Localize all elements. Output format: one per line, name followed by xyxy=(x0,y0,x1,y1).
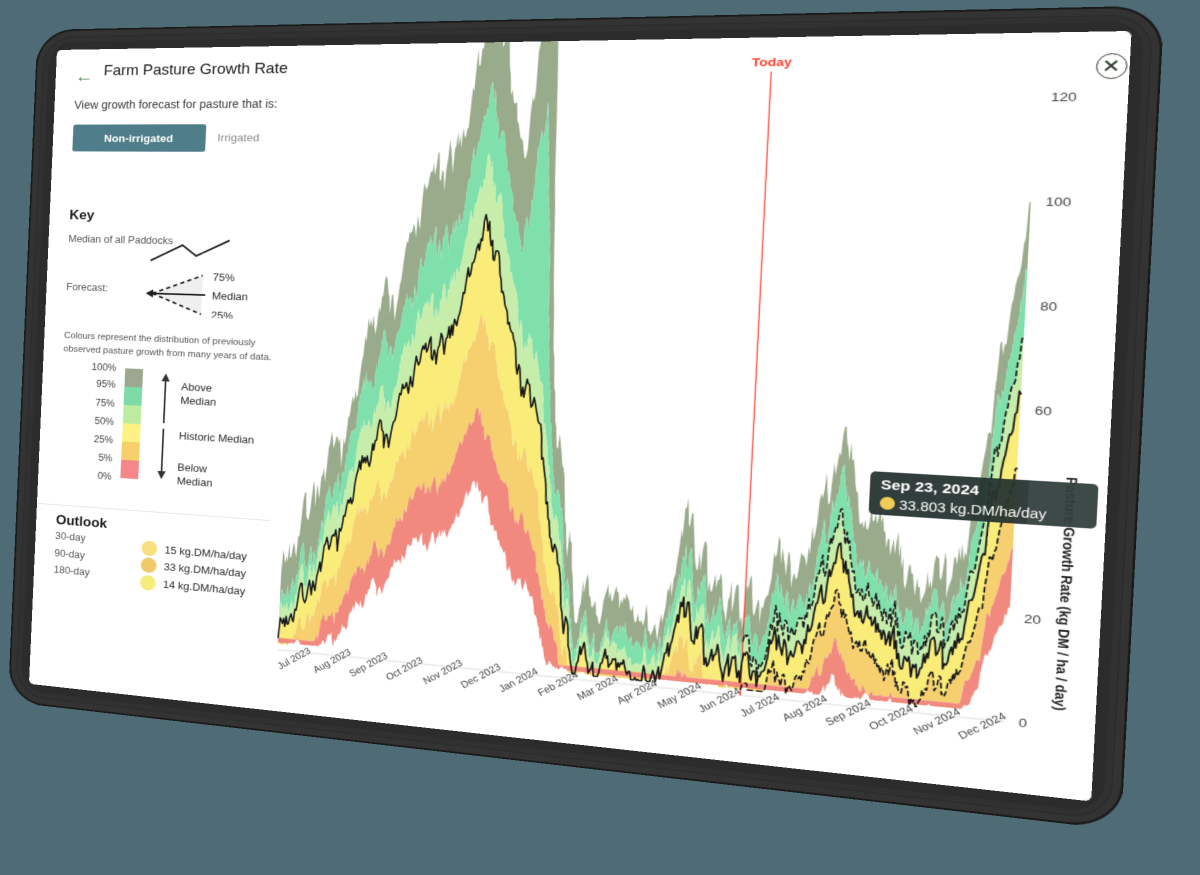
svg-text:Aug 2024: Aug 2024 xyxy=(780,693,830,724)
svg-text:Nov 2023: Nov 2023 xyxy=(421,657,465,686)
svg-text:100: 100 xyxy=(1045,195,1072,210)
svg-text:0: 0 xyxy=(1018,716,1027,731)
svg-text:Sep 2024: Sep 2024 xyxy=(823,697,874,728)
svg-text:120: 120 xyxy=(1051,90,1078,105)
svg-text:60: 60 xyxy=(1034,404,1052,419)
svg-text:Aug 2023: Aug 2023 xyxy=(311,646,353,675)
svg-text:Oct 2024: Oct 2024 xyxy=(866,702,915,732)
svg-text:Dec 2023: Dec 2023 xyxy=(458,661,502,690)
svg-text:Jan 2024: Jan 2024 xyxy=(497,665,541,694)
svg-text:Jul 2023: Jul 2023 xyxy=(275,645,312,671)
svg-text:20: 20 xyxy=(1024,612,1042,628)
svg-text:Jul 2024: Jul 2024 xyxy=(738,691,782,719)
svg-text:Dec 2024: Dec 2024 xyxy=(956,710,1009,742)
svg-text:80: 80 xyxy=(1040,300,1058,315)
svg-text:Today: Today xyxy=(751,55,792,69)
svg-text:Nov 2024: Nov 2024 xyxy=(911,705,963,737)
svg-text:Feb 2024: Feb 2024 xyxy=(535,669,580,699)
svg-text:Apr 2024: Apr 2024 xyxy=(615,677,660,706)
svg-text:Sep 2023: Sep 2023 xyxy=(347,650,390,679)
svg-text:Oct 2023: Oct 2023 xyxy=(384,655,425,683)
